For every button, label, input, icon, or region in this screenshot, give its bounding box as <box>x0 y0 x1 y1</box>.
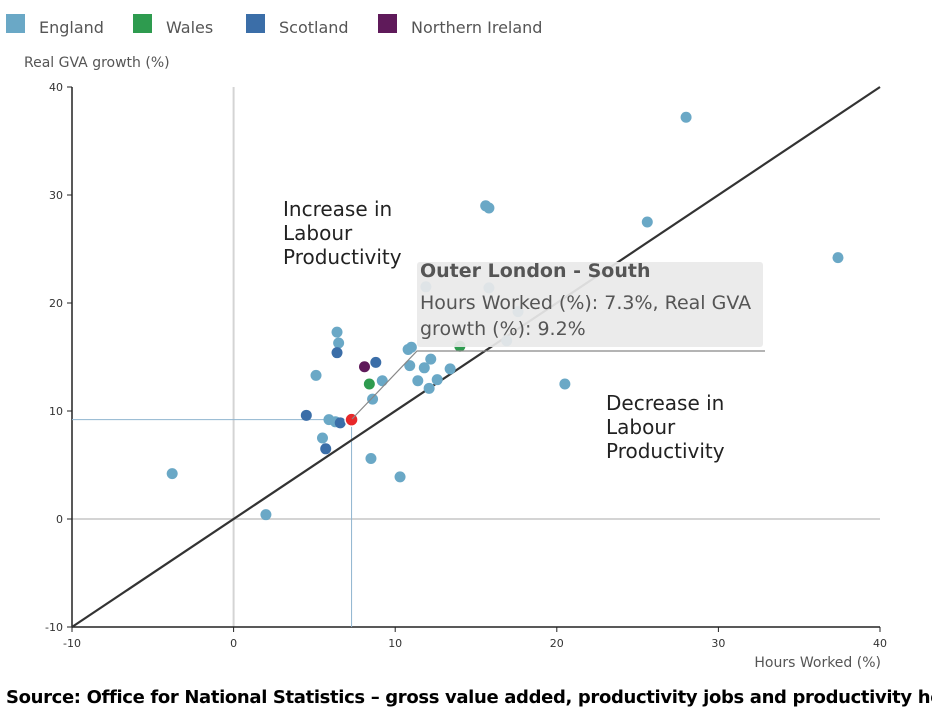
point-northern-ireland <box>358 361 370 373</box>
point-england <box>166 468 178 480</box>
legend-swatch <box>378 14 397 33</box>
point-scotland <box>320 443 332 455</box>
point-england <box>425 353 437 365</box>
x-tick-label: 20 <box>550 637 564 650</box>
point-england <box>394 471 406 483</box>
y-tick-label: 40 <box>49 81 63 94</box>
legend-label: Northern Ireland <box>411 18 542 37</box>
point-scotland <box>331 347 343 359</box>
region-label-upper-line: Increase in <box>283 197 392 221</box>
y-tick-label: 10 <box>49 405 63 418</box>
point-england <box>331 326 343 338</box>
zero-lines <box>72 87 880 627</box>
tooltip-box <box>417 262 763 347</box>
legend-swatch <box>246 14 265 33</box>
region-label-lower-line: Decrease in <box>606 391 724 415</box>
legend-label: England <box>39 18 104 37</box>
point-england <box>376 375 388 387</box>
tooltip: Outer London - South Hours Worked (%): 7… <box>351 260 765 420</box>
x-tick-label: 0 <box>230 637 237 650</box>
tooltip-title: Outer London - South <box>420 260 651 282</box>
source-caption: Source: Office for National Statistics –… <box>6 687 932 708</box>
y-tick-label: -10 <box>45 621 63 634</box>
reference-line <box>71 86 881 628</box>
point-england <box>641 216 653 228</box>
point-england <box>423 382 435 394</box>
point-england <box>316 432 328 444</box>
point-england <box>405 341 417 353</box>
x-tick-label: 30 <box>711 637 725 650</box>
crosshair-lines <box>72 419 353 627</box>
legend-label: Wales <box>166 18 213 37</box>
region-label-lower-line: Labour <box>606 415 676 439</box>
point-england <box>559 378 571 390</box>
point-england <box>680 111 692 123</box>
point-scotland <box>300 409 312 421</box>
point-england <box>412 375 424 387</box>
x-axis-title: Hours Worked (%) <box>754 655 881 671</box>
legend-swatch <box>133 14 152 33</box>
point-england <box>260 509 272 521</box>
point-england <box>310 369 322 381</box>
legend: England Wales Scotland Northern Ireland <box>6 14 542 37</box>
y-tick-label: 30 <box>49 189 63 202</box>
point-england <box>832 252 844 264</box>
point-england <box>404 360 416 372</box>
point-wales <box>363 378 375 390</box>
point-england <box>367 393 379 405</box>
x-tick-label: -10 <box>63 637 81 650</box>
point-england <box>365 453 377 465</box>
region-label-upper-line: Productivity <box>283 245 402 269</box>
region-label-lower: Decrease in Labour Productivity <box>606 391 731 463</box>
point-england <box>418 362 430 374</box>
data-points <box>166 111 844 521</box>
y-equals-x-line <box>71 86 881 628</box>
legend-label: Scotland <box>279 18 349 37</box>
x-tick-label: 10 <box>388 637 402 650</box>
point-england <box>444 363 456 375</box>
region-label-lower-line: Productivity <box>606 439 725 463</box>
region-label-upper-line: Labour <box>283 221 353 245</box>
tooltip-line-2: growth (%): 9.2% <box>420 318 586 340</box>
tooltip-connector <box>351 350 765 420</box>
tooltip-line-1: Hours Worked (%): 7.3%, Real GVA <box>420 292 751 314</box>
point-england <box>431 374 443 386</box>
y-tick-label: 0 <box>56 513 63 526</box>
y-tick-label: 20 <box>49 297 63 310</box>
legend-swatch <box>6 14 25 33</box>
point-scotland <box>334 417 346 429</box>
point-england <box>333 337 345 349</box>
point-scotland <box>370 356 382 368</box>
point-england <box>483 202 495 214</box>
y-axis-title: Real GVA growth (%) <box>24 55 170 71</box>
region-label-upper: Increase in Labour Productivity <box>283 197 402 269</box>
x-tick-label: 40 <box>873 637 887 650</box>
axes: -10 0 10 20 30 40 -10 0 10 20 30 40 <box>45 81 887 650</box>
